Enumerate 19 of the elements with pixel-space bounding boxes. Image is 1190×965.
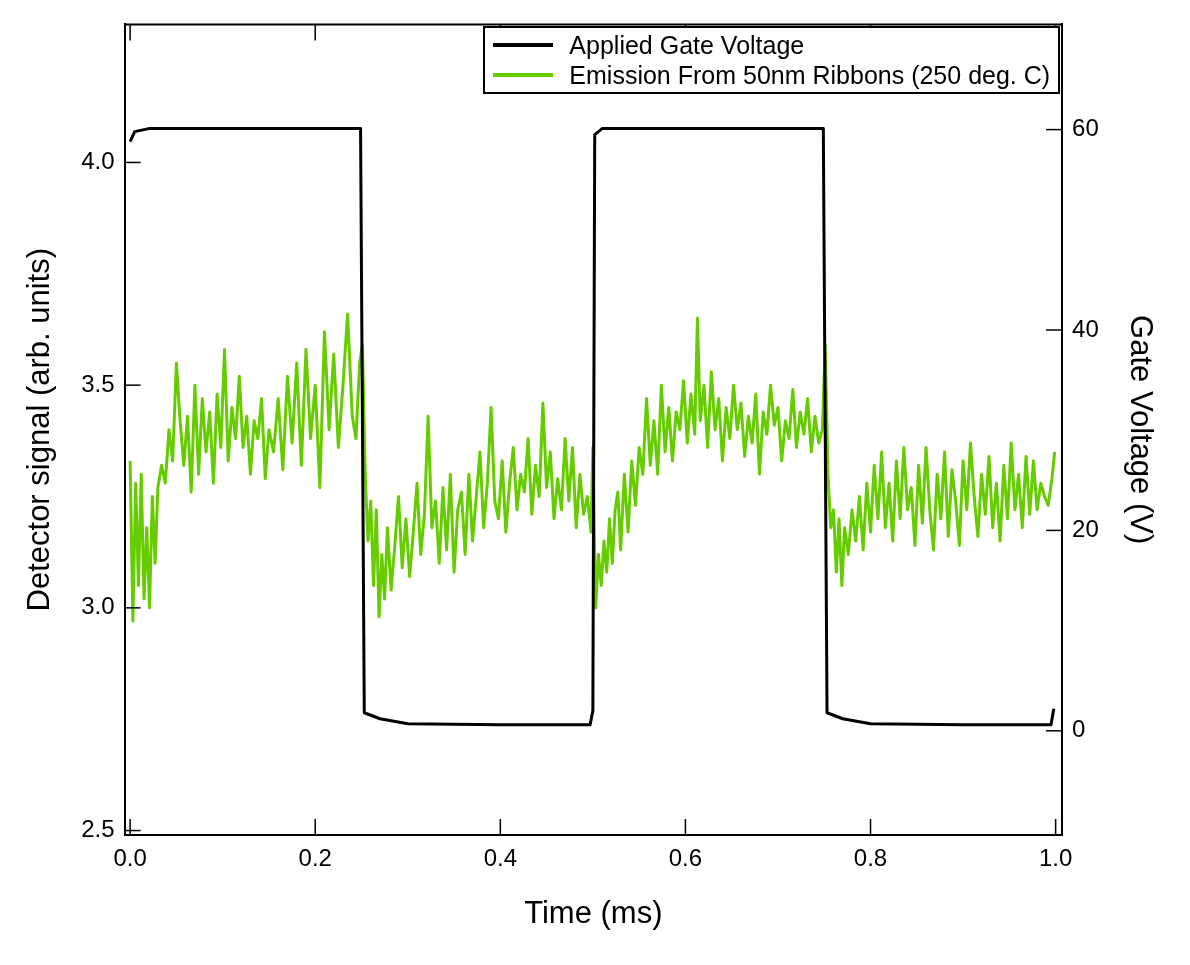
legend-label: Emission From 50nm Ribbons (250 deg. C) [569,60,1051,91]
x-tick-label: 0.4 [483,844,518,872]
x-tick-label: 1.0 [1038,844,1073,872]
y2-tick-label: 40 [1072,314,1099,342]
legend-label: Applied Gate Voltage [569,30,805,61]
y2-tick-label: 0 [1072,715,1086,743]
x-tick-label: 0.0 [113,844,147,872]
x-axis-title: Time (ms) [524,894,663,930]
y-tick-label: 3.0 [81,592,115,620]
y2-axis-title: Gate Voltage (V) [1123,315,1159,545]
x-tick-label: 0.8 [853,844,888,872]
y-axis-title: Detector signal (arb. units) [21,247,57,612]
y-tick-label: 4.0 [81,147,115,175]
x-tick-label: 0.6 [668,844,703,872]
y2-tick-label: 20 [1072,515,1099,543]
y-tick-label: 2.5 [81,815,115,843]
y2-tick-label: 60 [1072,114,1099,142]
x-tick-label: 0.2 [298,844,332,872]
y-tick-label: 3.5 [81,369,115,397]
